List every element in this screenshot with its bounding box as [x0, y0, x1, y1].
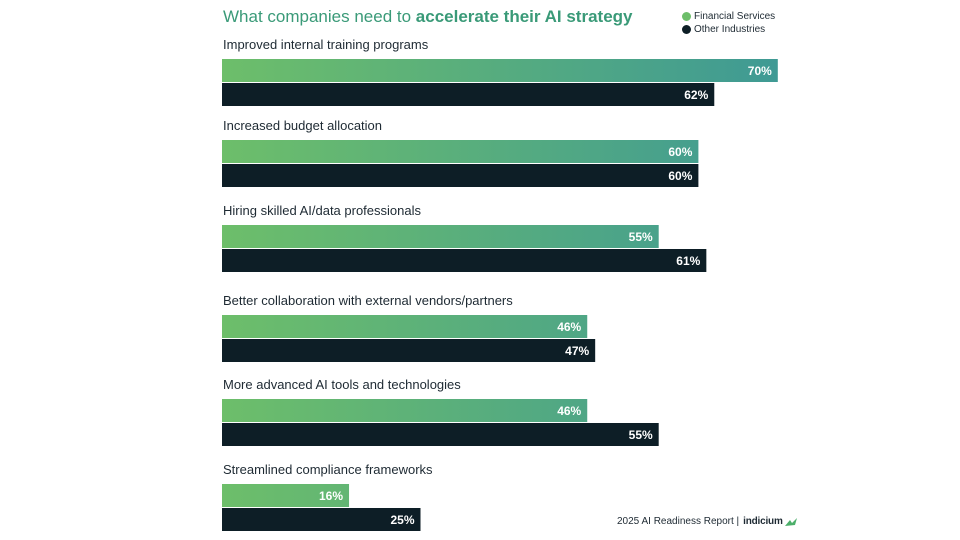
brand-mark-icon: [784, 517, 797, 526]
legend-item-financial: Financial Services: [682, 10, 775, 23]
bar-financial-services: [222, 225, 659, 248]
bar-financial-services: [222, 484, 350, 507]
value-label: 55%: [629, 230, 653, 244]
category-label: Improved internal training programs: [223, 37, 429, 52]
category-label: Better collaboration with external vendo…: [223, 293, 513, 308]
bar-other-industries: [222, 508, 421, 531]
bar-other-industries: [222, 423, 659, 446]
category-label: Increased budget allocation: [223, 118, 382, 133]
legend-item-other: Other Industries: [682, 23, 775, 36]
category-label: More advanced AI tools and technologies: [223, 377, 461, 392]
legend: Financial Services Other Industries: [682, 10, 775, 36]
footer: 2025 AI Readiness Report | indicium: [617, 516, 798, 527]
value-label: 25%: [390, 513, 414, 527]
value-label: 55%: [629, 428, 653, 442]
footer-report: 2025 AI Readiness Report |: [617, 516, 740, 527]
value-label: 60%: [668, 145, 692, 159]
category-label: Hiring skilled AI/data professionals: [223, 203, 421, 218]
chart-title-bold: accelerate their AI strategy: [415, 7, 633, 26]
bar-financial-services: [222, 315, 588, 338]
value-label: 16%: [319, 489, 343, 503]
legend-swatch-other: [682, 25, 691, 34]
value-label: 70%: [748, 64, 772, 78]
chart-title: What companies need to accelerate their …: [223, 7, 632, 27]
legend-label-financial: Financial Services: [694, 11, 776, 22]
bar-other-industries: [222, 164, 699, 187]
value-label: 46%: [557, 320, 581, 334]
value-label: 46%: [557, 404, 581, 418]
chart-title-prefix: What companies need to: [223, 7, 416, 26]
legend-label-other: Other Industries: [694, 24, 766, 35]
bar-other-industries: [222, 339, 596, 362]
legend-swatch-financial: [682, 12, 691, 21]
bar-financial-services: [222, 399, 588, 422]
value-label: 47%: [565, 344, 589, 358]
bar-financial-services: [222, 140, 699, 163]
value-label: 62%: [684, 88, 708, 102]
bar-other-industries: [222, 249, 707, 272]
bar-financial-services: [222, 59, 778, 82]
value-label: 60%: [668, 169, 692, 183]
footer-brand-logo: indicium: [743, 516, 783, 527]
bar-other-industries: [222, 83, 715, 106]
value-label: 61%: [676, 254, 700, 268]
category-label: Streamlined compliance frameworks: [223, 462, 433, 477]
